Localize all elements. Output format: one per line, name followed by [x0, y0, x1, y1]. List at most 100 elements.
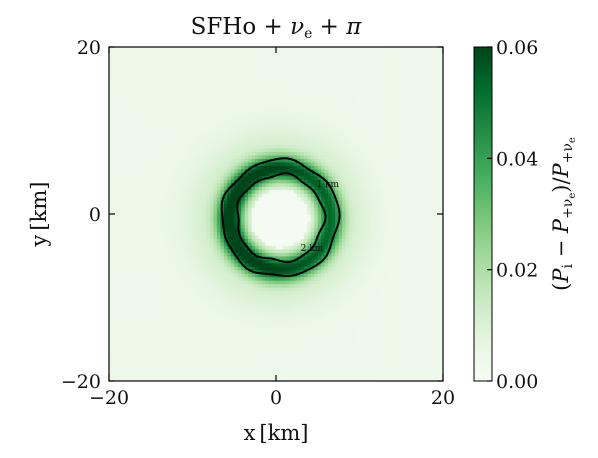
- heatmap-cell: [154, 207, 159, 212]
- heatmap-cell: [150, 147, 155, 152]
- heatmap-cell: [182, 130, 187, 135]
- heatmap-cell: [109, 92, 114, 97]
- heatmap-cell: [112, 154, 117, 159]
- heatmap-cell: [251, 360, 256, 365]
- heatmap-cell: [140, 120, 145, 125]
- heatmap-cell: [119, 325, 124, 330]
- heatmap-cell: [129, 311, 134, 316]
- heatmap-cell: [262, 88, 267, 93]
- heatmap-cell: [195, 342, 201, 347]
- heatmap-cell: [223, 47, 228, 52]
- heatmap-cell: [272, 374, 277, 379]
- heatmap-cell: [140, 238, 145, 243]
- heatmap-cell: [237, 314, 242, 319]
- heatmap-cell: [140, 99, 145, 104]
- heatmap-cell: [129, 280, 134, 285]
- heatmap-cell: [199, 300, 204, 306]
- heatmap-cell: [192, 64, 197, 69]
- heatmap-cell: [136, 374, 141, 379]
- heatmap-cell: [189, 92, 194, 97]
- heatmap-cell: [157, 57, 162, 62]
- heatmap-cell: [248, 307, 253, 313]
- heatmap-cell: [216, 67, 221, 72]
- heatmap-cell: [255, 255, 260, 260]
- heatmap-cell: [202, 203, 208, 208]
- heatmap-cell: [164, 120, 169, 125]
- heatmap-cell: [251, 231, 256, 236]
- heatmap-cell: [119, 67, 124, 72]
- heatmap-cell: [237, 154, 242, 159]
- heatmap-cell: [185, 57, 190, 62]
- heatmap-cell: [136, 144, 141, 149]
- heatmap-cell: [272, 144, 277, 149]
- heatmap-cell: [248, 294, 253, 299]
- heatmap-cell: [279, 57, 284, 62]
- heatmap-cell: [209, 346, 214, 351]
- heatmap-cell: [133, 186, 138, 191]
- heatmap-cell: [255, 314, 260, 319]
- heatmap-cell: [126, 168, 131, 173]
- heatmap-cell: [199, 210, 204, 215]
- heatmap-cell: [255, 137, 260, 142]
- heatmap-cell: [157, 64, 162, 69]
- heatmap-cell: [133, 297, 138, 302]
- heatmap-cell: [216, 311, 221, 316]
- heatmap-cell: [129, 106, 134, 111]
- heatmap-cell: [213, 154, 218, 159]
- heatmap-cell: [136, 311, 141, 316]
- heatmap-cell: [189, 95, 194, 100]
- heatmap-cell: [115, 203, 121, 208]
- heatmap-cell: [189, 193, 194, 198]
- heatmap-cell: [175, 71, 180, 76]
- heatmap-cell: [147, 321, 152, 326]
- heatmap-cell: [244, 339, 249, 344]
- heatmap-cell: [189, 283, 194, 288]
- heatmap-cell: [251, 189, 256, 194]
- heatmap-cell: [154, 99, 159, 104]
- heatmap-cell: [126, 217, 131, 222]
- heatmap-cell: [161, 325, 166, 330]
- heatmap-cell: [202, 318, 208, 323]
- heatmap-cell: [262, 220, 267, 226]
- heatmap-cell: [119, 102, 124, 107]
- heatmap-cell: [272, 255, 277, 260]
- heatmap-cell: [115, 186, 121, 191]
- heatmap-cell: [161, 67, 166, 72]
- heatmap-cell: [122, 332, 127, 337]
- heatmap-cell: [237, 290, 242, 295]
- heatmap-cell: [192, 95, 197, 100]
- heatmap-cell: [185, 214, 190, 219]
- heatmap-cell: [195, 200, 201, 205]
- heatmap-cell: [241, 106, 246, 111]
- heatmap-cell: [109, 203, 114, 208]
- heatmap-cell: [140, 262, 145, 267]
- heatmap-cell: [143, 189, 148, 194]
- heatmap-cell: [220, 165, 225, 170]
- heatmap-cell: [147, 342, 152, 347]
- heatmap-cell: [178, 363, 183, 368]
- heatmap-cell: [157, 224, 162, 229]
- heatmap-cell: [133, 120, 138, 125]
- heatmap-cell: [209, 273, 214, 278]
- heatmap-cell: [140, 374, 145, 379]
- heatmap-cell: [244, 50, 249, 55]
- heatmap-cell: [262, 314, 267, 319]
- heatmap-cell: [182, 158, 187, 163]
- heatmap-cell: [150, 217, 155, 222]
- heatmap-cell: [276, 342, 281, 347]
- heatmap-cell: [234, 67, 239, 72]
- heatmap-cell: [161, 106, 166, 111]
- heatmap-cell: [286, 238, 291, 243]
- heatmap-cell: [223, 116, 228, 121]
- heatmap-cell: [244, 370, 249, 375]
- heatmap-cell: [195, 252, 201, 257]
- heatmap-cell: [227, 377, 232, 381]
- heatmap-cell: [272, 287, 277, 292]
- heatmap-cell: [161, 269, 166, 274]
- heatmap-cell: [109, 193, 114, 198]
- heatmap-cell: [189, 78, 194, 83]
- heatmap-cell: [234, 214, 239, 219]
- heatmap-cell: [262, 214, 267, 219]
- heatmap-cell: [213, 106, 218, 111]
- heatmap-cell: [143, 186, 148, 191]
